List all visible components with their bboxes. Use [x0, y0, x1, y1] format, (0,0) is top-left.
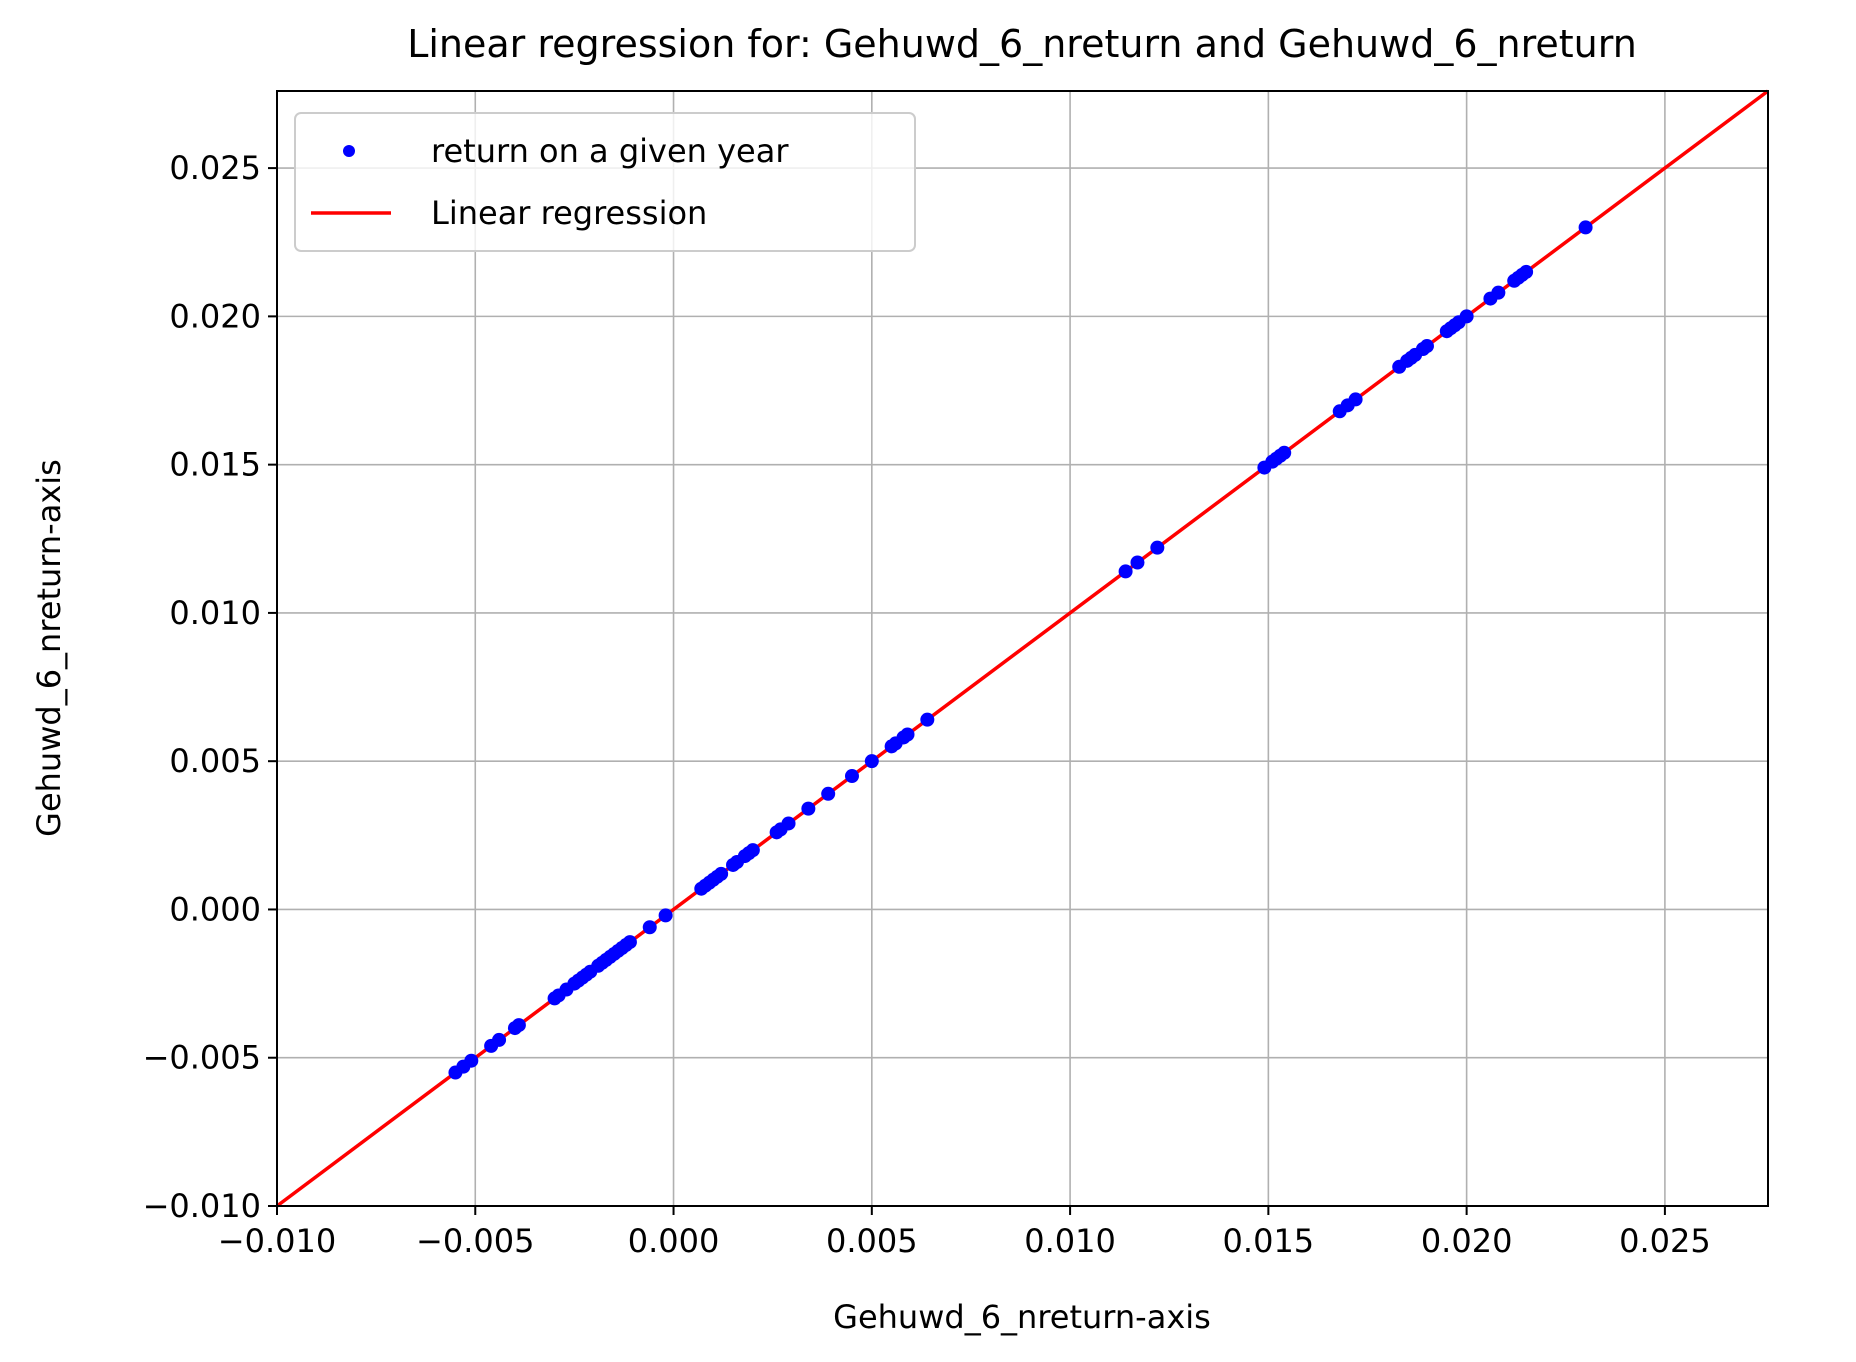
- scatter-point: [1491, 285, 1506, 300]
- legend-label-scatter: return on a given year: [431, 132, 789, 170]
- y-tick-label: 0.025: [169, 149, 261, 187]
- scatter-point: [844, 769, 859, 784]
- scatter-point: [511, 1018, 526, 1033]
- scatter-point: [1277, 445, 1292, 460]
- scatter-point: [642, 920, 657, 935]
- x-tick-label: 0.000: [628, 1222, 720, 1260]
- y-tick-label: 0.010: [169, 594, 261, 632]
- scatter-point: [821, 786, 836, 801]
- legend-box: [294, 112, 916, 252]
- legend: return on a given year Linear regression: [294, 112, 916, 252]
- legend-label-line: Linear regression: [431, 194, 707, 232]
- scatter-point: [781, 816, 796, 831]
- scatter-point: [658, 908, 673, 923]
- x-tick-label: 0.025: [1619, 1222, 1711, 1260]
- chart-title: Linear regression for: Gehuwd_6_nreturn …: [407, 22, 1637, 66]
- scatter-point: [1419, 339, 1434, 354]
- scatter-point: [1118, 564, 1133, 579]
- scatter-point: [920, 712, 935, 727]
- plot-frame: [276, 90, 1769, 1207]
- y-tick-label: 0.000: [169, 890, 261, 928]
- scatter-point: [464, 1053, 479, 1068]
- x-tick-label: 0.020: [1421, 1222, 1513, 1260]
- scatter-point: [745, 843, 760, 858]
- scatter-point: [1578, 220, 1593, 235]
- x-axis-label: Gehuwd_6_nreturn-axis: [833, 1298, 1211, 1336]
- x-axis-ticks: −0.010 −0.005 0.000 0.005 0.010 0.015 0.020 0.0…: [218, 1206, 1711, 1260]
- grid-lines: [276, 91, 1768, 1207]
- scatter-point: [492, 1032, 507, 1047]
- scatter-point: [1519, 264, 1534, 279]
- x-tick-label: −0.010: [218, 1222, 336, 1260]
- scatter-point: [714, 866, 729, 881]
- scatter-points-layer: [448, 220, 1593, 1080]
- scatter-point: [801, 801, 816, 816]
- y-tick-label: −0.005: [143, 1039, 261, 1077]
- x-tick-label: 0.010: [1024, 1222, 1116, 1260]
- x-tick-label: −0.005: [416, 1222, 534, 1260]
- scatter-point: [864, 754, 879, 769]
- scatter-point: [1130, 555, 1145, 570]
- scatter-point: [1459, 309, 1474, 324]
- y-tick-label: 0.020: [169, 297, 261, 335]
- x-tick-label: 0.005: [826, 1222, 918, 1260]
- y-tick-label: −0.010: [143, 1187, 261, 1225]
- y-axis-ticks: −0.010 −0.005 0.000 0.005 0.010 0.015 0.020 0.0…: [143, 149, 277, 1225]
- y-tick-label: 0.015: [169, 446, 261, 484]
- x-tick-label: 0.015: [1223, 1222, 1315, 1260]
- legend-scatter-marker: [343, 145, 355, 157]
- scatter-point: [1150, 540, 1165, 555]
- y-axis-label: Gehuwd_6_nreturn-axis: [30, 459, 68, 837]
- scatter-point: [622, 935, 637, 950]
- scatter-point: [900, 727, 915, 742]
- y-tick-label: 0.005: [169, 742, 261, 780]
- scatter-point: [1348, 392, 1363, 407]
